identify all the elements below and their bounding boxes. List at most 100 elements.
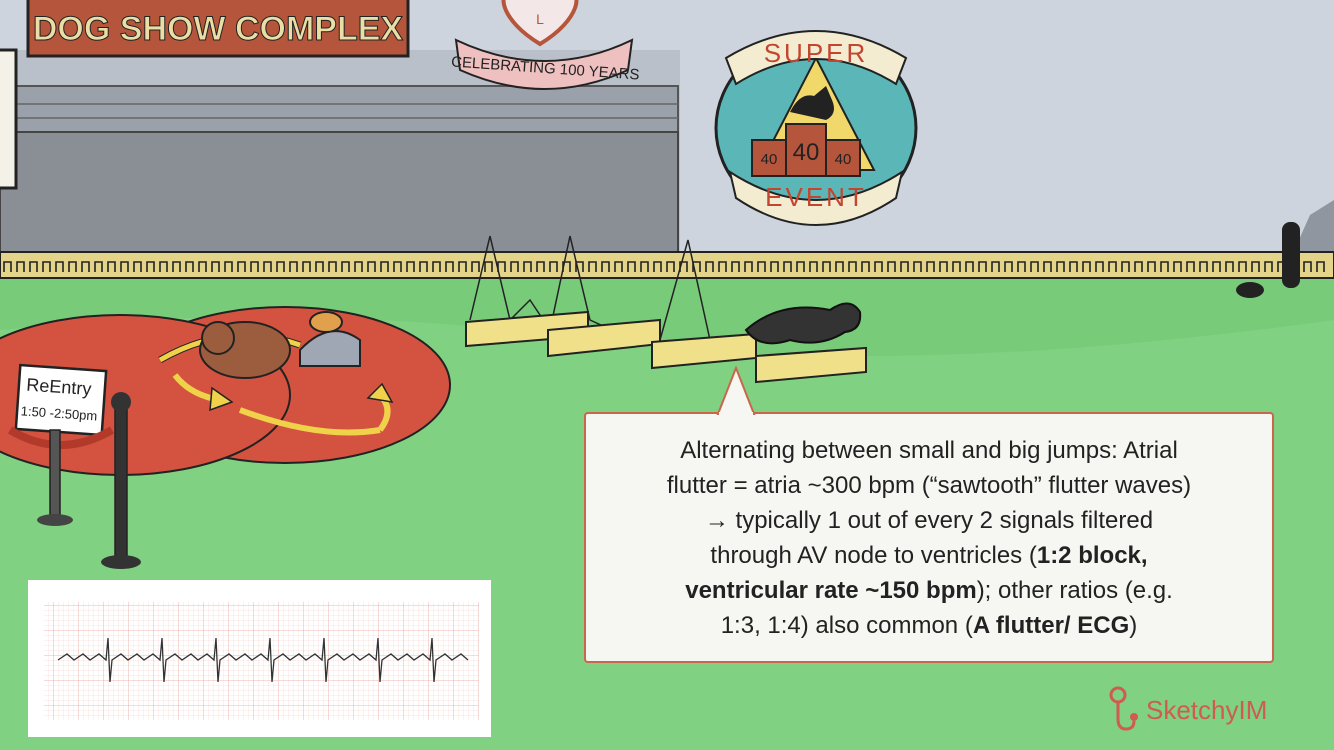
callout-line-6a: 1:3, 1:4) also common ( xyxy=(720,611,973,639)
logo-text: SketchyIM xyxy=(1146,695,1267,726)
heart-letter: L xyxy=(536,11,544,27)
callout-line-6c: ) xyxy=(1129,611,1138,639)
fence-glyph xyxy=(406,261,415,272)
celebrating-banner: L CELEBRATING 100 YEARS xyxy=(451,0,640,90)
fence-glyph xyxy=(198,261,207,272)
fence-glyph xyxy=(3,261,12,272)
fence-glyph xyxy=(549,261,558,272)
fence-glyph xyxy=(55,261,64,272)
fence-glyph xyxy=(68,261,77,272)
fence-glyph xyxy=(1199,261,1208,272)
fence-glyph xyxy=(601,261,610,272)
fence-glyph xyxy=(874,261,883,272)
fence-glyph xyxy=(848,261,857,272)
walker-silhouette xyxy=(1282,222,1300,288)
fence-glyph xyxy=(965,261,974,272)
fence-glyph xyxy=(1160,261,1169,272)
fence-glyph xyxy=(744,261,753,272)
fence-glyph xyxy=(835,261,844,272)
fence-glyph xyxy=(796,261,805,272)
fence-glyph xyxy=(159,261,168,272)
fence-glyph xyxy=(614,261,623,272)
callout-line-1: Alternating between small and big jumps:… xyxy=(680,436,1178,464)
fence-glyph xyxy=(510,261,519,272)
fence-glyph xyxy=(1238,261,1247,272)
fence-glyph xyxy=(367,261,376,272)
dog-silhouette-icon xyxy=(790,86,834,120)
fence-glyph xyxy=(666,261,675,272)
fence-glyph xyxy=(419,261,428,272)
heart-icon xyxy=(501,0,579,47)
fence-glyph xyxy=(107,261,116,272)
callout-pointer xyxy=(716,366,756,416)
fence-glyph xyxy=(458,261,467,272)
fence-glyph xyxy=(653,261,662,272)
ecg-strip xyxy=(44,602,479,720)
fence-glyph xyxy=(1251,261,1260,272)
fence-glyph xyxy=(770,261,779,272)
callout-line-3: → typically 1 out of every 2 signals fil… xyxy=(704,506,1154,534)
fence-glyph xyxy=(1186,261,1195,272)
building-wall xyxy=(0,131,679,253)
fence-glyph xyxy=(1212,261,1221,272)
callout-line-6b: A flutter/ ECG xyxy=(972,611,1130,639)
fence-glyph xyxy=(1043,261,1052,272)
fence-glyph xyxy=(913,261,922,272)
far-dog-icon xyxy=(1236,282,1264,298)
fence-glyph xyxy=(1069,261,1078,272)
building-roof xyxy=(9,85,679,133)
fence-glyph xyxy=(627,261,636,272)
fence-glyph xyxy=(939,261,948,272)
fence-glyph xyxy=(1082,261,1091,272)
agility-jumps xyxy=(465,222,1300,384)
callout-line-5a: ventricular rate ~150 bpm xyxy=(685,576,977,604)
fence-glyph xyxy=(1134,261,1143,272)
fence-glyph xyxy=(640,261,649,272)
fence-glyph xyxy=(380,261,389,272)
fence-glyph xyxy=(224,261,233,272)
fence-glyph xyxy=(1030,261,1039,272)
podium-left-label: 40 xyxy=(761,151,778,168)
fence-glyph xyxy=(471,261,480,272)
fence-glyph xyxy=(341,261,350,272)
fence-glyph xyxy=(1316,261,1325,272)
fence-glyph xyxy=(393,261,402,272)
fence-glyph xyxy=(809,261,818,272)
left-board xyxy=(0,48,18,190)
fence-glyph xyxy=(1147,261,1156,272)
fence-glyph xyxy=(42,261,51,272)
fence-glyph xyxy=(328,261,337,272)
fence-glyph xyxy=(822,261,831,272)
podium-right-label: 40 xyxy=(835,151,852,168)
fence-glyph xyxy=(354,261,363,272)
callout-line-4a: through AV node to ventricles ( xyxy=(710,541,1037,569)
ecg-panel xyxy=(28,580,491,737)
fence-glyph xyxy=(731,261,740,272)
explanation-callout: Alternating between small and big jumps:… xyxy=(584,366,1274,663)
fence-glyph xyxy=(1095,261,1104,272)
fence-glyph xyxy=(588,261,597,272)
fence-glyph xyxy=(1108,261,1117,272)
ecg-trace xyxy=(57,637,469,683)
fence-glyph xyxy=(484,261,493,272)
arena xyxy=(0,306,451,476)
fence-glyph xyxy=(133,261,142,272)
fence-glyph xyxy=(432,261,441,272)
reentry-sign: ReEntry 1:50 -2:50pm xyxy=(7,363,141,569)
fence-glyph xyxy=(705,261,714,272)
logo-name: Sketchy xyxy=(1146,694,1239,725)
callout-line-4b: 1:2 block, xyxy=(1036,541,1148,569)
callout-line-2: flutter = atria ~300 bpm (“sawtooth” flu… xyxy=(666,471,1192,499)
fence-glyph xyxy=(172,261,181,272)
fence-glyph xyxy=(887,261,896,272)
logo-suffix: IM xyxy=(1238,694,1268,725)
fence-glyph xyxy=(94,261,103,272)
fence-glyph xyxy=(445,261,454,272)
fence-glyph xyxy=(900,261,909,272)
event-text: EVENT xyxy=(765,182,867,212)
fence-glyph xyxy=(926,261,935,272)
fence-glyph xyxy=(523,261,532,272)
fence-glyph xyxy=(1264,261,1273,272)
fence-glyph xyxy=(757,261,766,272)
